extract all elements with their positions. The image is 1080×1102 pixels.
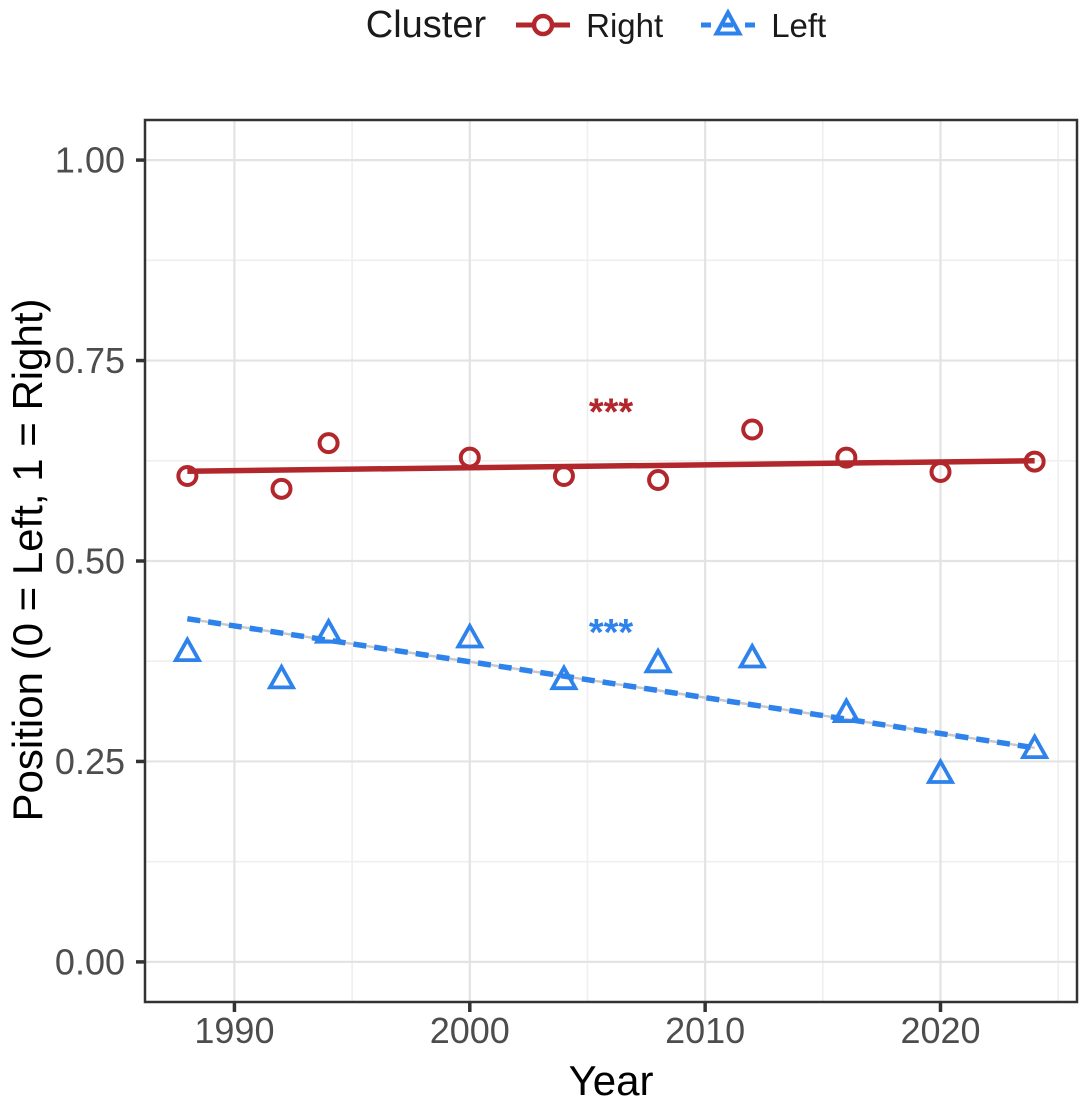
y-axis-tick-label: 0.25 (55, 741, 125, 782)
right-series-key-icon (516, 13, 571, 37)
data-point-right (1023, 450, 1046, 473)
data-point-right (552, 465, 575, 488)
data-point-right (270, 477, 293, 500)
legend-item-left: Left (699, 5, 826, 45)
data-point-right (458, 446, 481, 469)
data-point-right (317, 432, 340, 455)
data-point-right (647, 469, 670, 492)
significance-annotation-right: *** (589, 392, 634, 434)
data-point-right (741, 418, 764, 441)
data-point-left (737, 642, 767, 669)
data-point-left (925, 757, 956, 784)
data-point-left (831, 696, 862, 723)
y-axis-tick-label: 0.75 (55, 340, 125, 381)
y-axis-tick-label: 0.50 (55, 541, 125, 582)
data-point-left (172, 635, 203, 663)
data-point-left (313, 617, 344, 644)
x-axis-tick-label: 2010 (665, 1010, 745, 1051)
x-axis-title: Year (568, 1057, 654, 1102)
data-point-left (266, 662, 297, 690)
y-axis-tick-label: 1.00 (55, 140, 125, 181)
significance-annotation-left: *** (589, 612, 634, 654)
x-axis-tick-label: 2000 (430, 1010, 510, 1051)
trend-line-left (186, 616, 1036, 751)
legend-item-right: Right (514, 5, 663, 45)
data-point-right (929, 460, 952, 483)
data-point-left (1019, 732, 1050, 760)
data-point-right (176, 465, 199, 488)
data-point-left (455, 622, 485, 649)
legend-label-right: Right (586, 6, 664, 44)
legend-key-circle (531, 13, 555, 37)
x-axis-tick-label: 2020 (900, 1010, 980, 1051)
x-axis-tick-label: 1990 (194, 1010, 274, 1051)
legend: Cluster Right Left (0, 0, 1080, 50)
y-axis-tick-label: 0.00 (55, 941, 125, 982)
data-point-right (835, 446, 858, 469)
left-series-key-icon (701, 8, 756, 36)
y-axis-title: Position (0 = Left, 1 = Right) (4, 298, 51, 822)
data-point-left (549, 663, 579, 691)
trend-line-right (187, 458, 1035, 474)
legend-key-triangle (713, 8, 744, 36)
legend-label-left: Left (771, 6, 827, 44)
legend-title: Cluster (365, 4, 487, 46)
data-point-left (643, 646, 673, 674)
